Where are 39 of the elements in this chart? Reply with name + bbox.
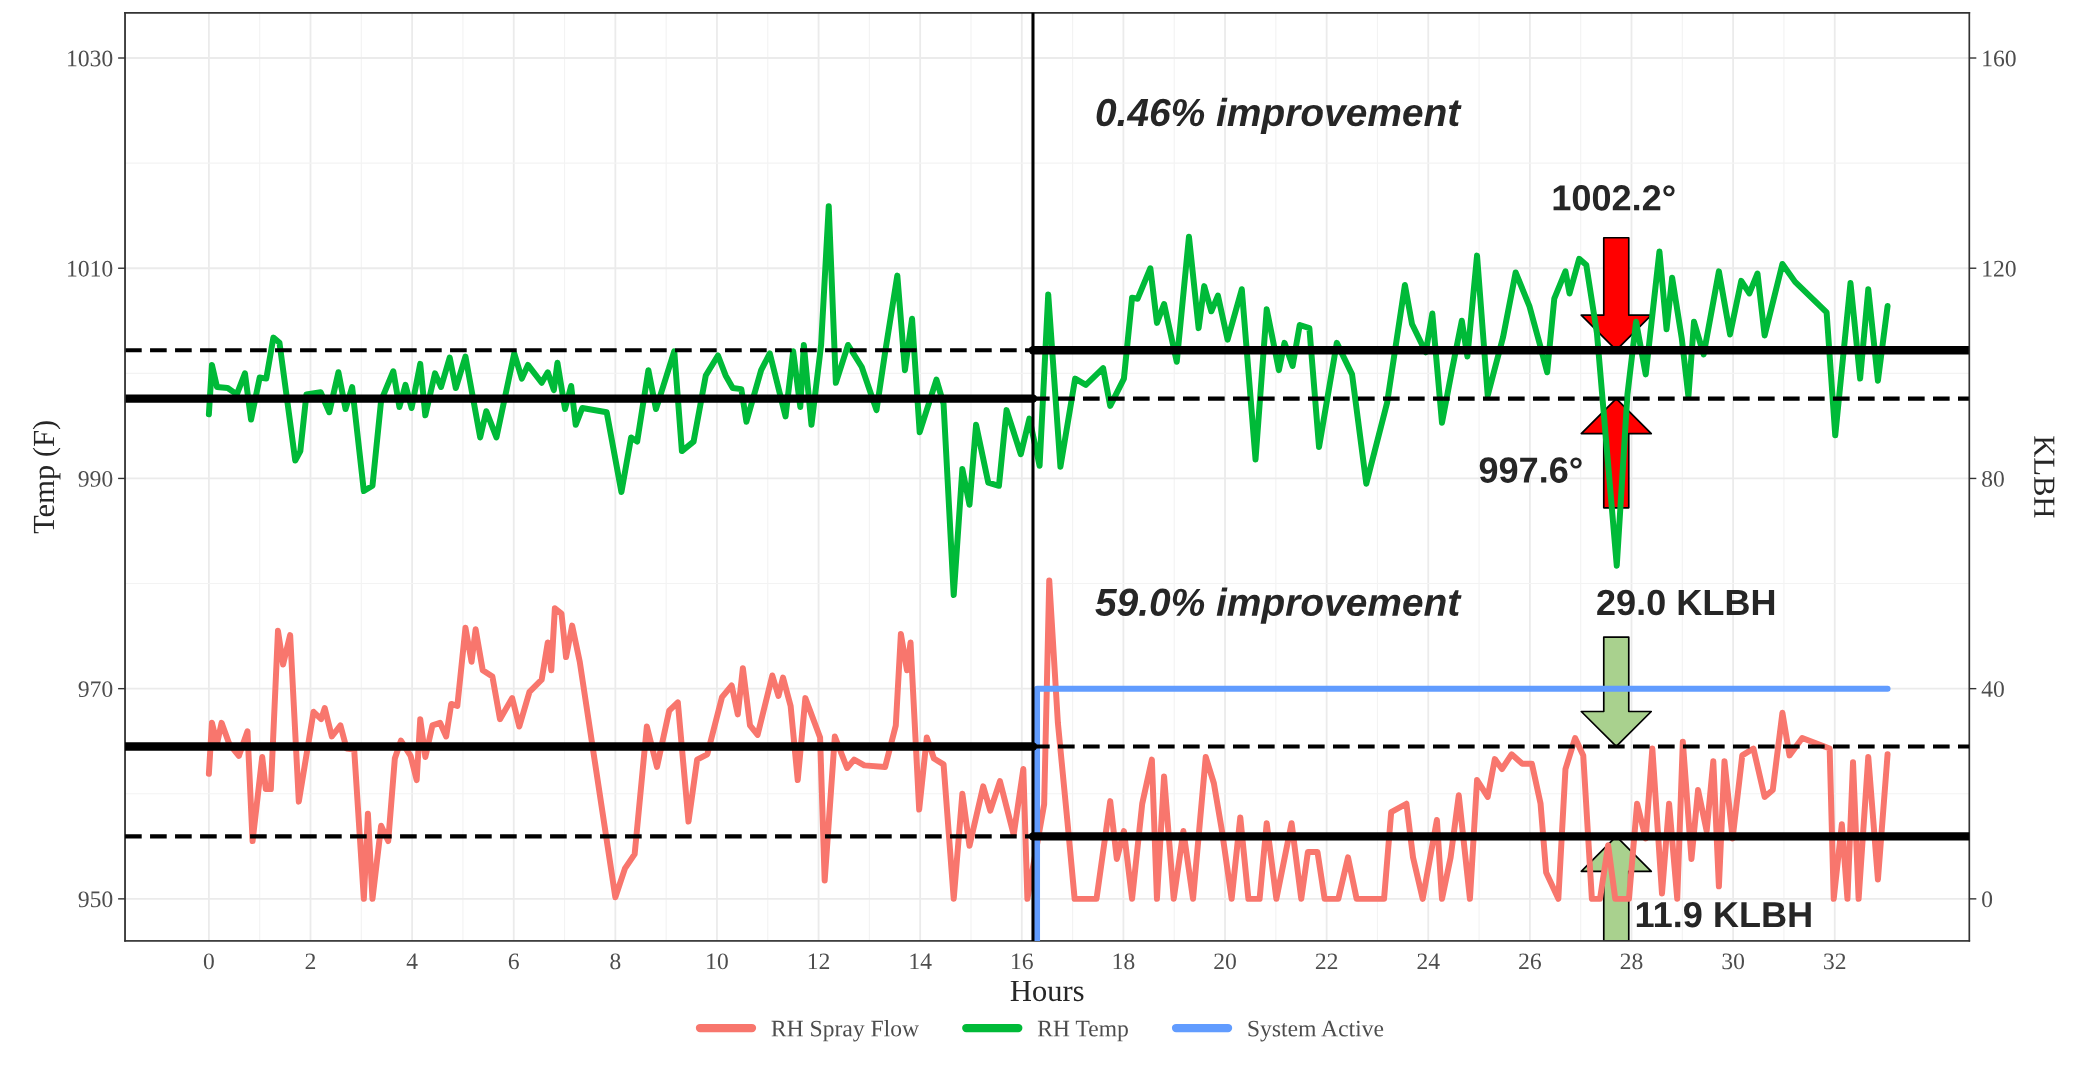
y-tick-label: 970 [78,681,113,698]
annotation: 29.0 KLBH [1597,589,1775,616]
x-tick-label: 22 [1315,953,1338,970]
x-tick-label: 12 [808,953,830,970]
y-tick-label: 950 [78,891,113,908]
y2-tick-label: 80 [1982,470,2004,487]
x-tick-label: 10 [707,953,728,970]
x-tick-label: 26 [1519,953,1541,970]
x-tick-label: 30 [1722,953,1745,970]
x-axis-title: Hours [1010,980,1084,1002]
legend-label: RH Temp [1037,1020,1128,1042]
legend-label: System Active [1248,1020,1384,1042]
y-tick-label: 990 [78,470,113,487]
x-tick-label: 2 [305,953,316,970]
legend-label: RH Spray Flow [771,1019,919,1042]
x-tick-label: 28 [1620,953,1643,970]
y-tick-label: 1010 [68,260,113,277]
x-tick-label: 24 [1417,953,1440,970]
annotation: 59.0% improvement [1095,587,1462,624]
annotation: 997.6° [1479,457,1582,483]
y2-tick-label: 0 [1982,891,1993,908]
y-axis-title: Temp (F) [32,421,61,534]
x-tick-label: 4 [406,953,418,970]
x-tick-label: 8 [610,953,621,970]
x-tick-label: 16 [1012,953,1033,970]
x-tick-label: 20 [1214,953,1236,970]
annotation: 0.46% improvement [1096,97,1462,134]
y2-tick-label: 40 [1981,681,2004,698]
y2-tick-label: 120 [1983,260,2016,277]
annotation: 1002.2° [1553,185,1675,211]
x-tick-label: 14 [910,953,932,970]
y2-axis-title: KLBH [2034,436,2055,518]
x-tick-label: 0 [203,953,214,970]
x-tick-label: 18 [1113,953,1135,970]
y-tick-label: 1030 [68,50,113,67]
x-tick-label: 32 [1824,953,1846,970]
annotation: 11.9 KLBH [1636,901,1811,928]
y2-tick-label: 160 [1983,50,2016,67]
x-tick-label: 6 [508,953,519,970]
